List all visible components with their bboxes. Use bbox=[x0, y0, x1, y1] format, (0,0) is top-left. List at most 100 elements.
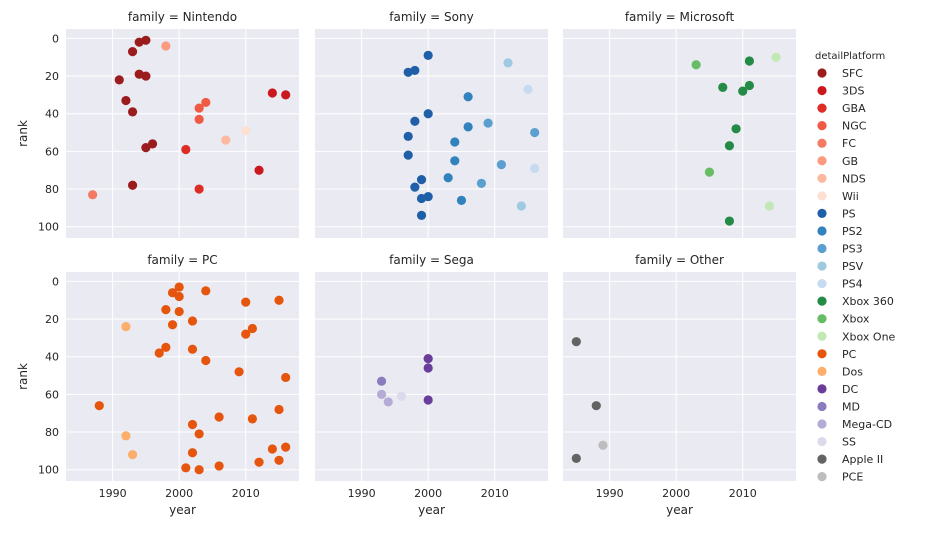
y-tick-label: 20 bbox=[45, 70, 59, 83]
data-point bbox=[241, 126, 251, 136]
data-point bbox=[161, 305, 171, 315]
data-point bbox=[194, 114, 204, 124]
data-point bbox=[247, 414, 257, 424]
legend-item: NDS bbox=[817, 172, 866, 185]
data-point bbox=[423, 50, 433, 60]
data-point bbox=[267, 444, 277, 454]
legend-marker bbox=[817, 314, 827, 324]
data-point bbox=[121, 322, 131, 332]
legend-item: PS3 bbox=[817, 243, 863, 256]
legend-marker bbox=[817, 103, 827, 113]
data-point bbox=[423, 363, 433, 373]
data-point bbox=[187, 448, 198, 458]
data-point bbox=[174, 282, 184, 292]
y-tick-label: 60 bbox=[45, 388, 59, 401]
data-point bbox=[571, 453, 581, 464]
legend-marker bbox=[817, 121, 827, 131]
panel-title: family = Sony bbox=[389, 10, 473, 24]
legend-marker bbox=[817, 226, 827, 236]
legend-marker bbox=[817, 296, 827, 306]
legend-label: PS4 bbox=[842, 278, 863, 291]
legend-label: Wii bbox=[842, 190, 859, 203]
data-point bbox=[174, 306, 184, 317]
data-point bbox=[281, 90, 291, 100]
x-tick-label: 2010 bbox=[729, 487, 757, 500]
data-point bbox=[591, 401, 601, 411]
data-point bbox=[114, 75, 124, 85]
data-point bbox=[410, 65, 420, 76]
data-point bbox=[704, 167, 715, 177]
legend-item: Xbox One bbox=[817, 330, 896, 343]
legend-label: SFC bbox=[842, 67, 863, 80]
data-point bbox=[483, 118, 493, 128]
data-point bbox=[450, 137, 460, 147]
data-point bbox=[254, 457, 264, 467]
legend-item: PS bbox=[817, 207, 856, 220]
data-point bbox=[241, 297, 251, 307]
legend-item: Dos bbox=[817, 365, 863, 378]
panel-background bbox=[563, 29, 796, 238]
legend: detailPlatform SFC 3DS GBA NGC FC GB NDS Wii PS PS… bbox=[815, 51, 896, 484]
data-point bbox=[476, 178, 487, 188]
data-point bbox=[731, 124, 741, 134]
data-point bbox=[403, 131, 413, 141]
data-point bbox=[147, 139, 158, 149]
data-point bbox=[764, 201, 774, 211]
y-tick-label: 80 bbox=[45, 426, 59, 439]
legend-item: Xbox bbox=[817, 313, 870, 326]
x-tick-label: 2010 bbox=[481, 487, 509, 500]
data-point bbox=[274, 404, 284, 415]
data-point bbox=[201, 286, 211, 296]
data-point bbox=[396, 391, 407, 401]
x-axis-label: year bbox=[418, 503, 445, 517]
legend-label: PS3 bbox=[842, 243, 863, 256]
data-point bbox=[194, 184, 204, 194]
legend-item: Mega-CD bbox=[817, 418, 892, 431]
data-point bbox=[187, 344, 198, 354]
legend-marker bbox=[817, 279, 827, 289]
legend-item: GB bbox=[817, 155, 858, 168]
legend-marker bbox=[817, 349, 827, 359]
data-point bbox=[174, 291, 184, 302]
y-tick-label: 100 bbox=[38, 464, 59, 477]
y-tick-label: 40 bbox=[45, 108, 59, 121]
x-tick-label: 2010 bbox=[232, 487, 260, 500]
data-point bbox=[241, 329, 251, 339]
legend-marker bbox=[817, 401, 827, 412]
data-point bbox=[744, 80, 755, 91]
facet-panel: family = Nintendo 0 20 40 60 80 100 rank bbox=[16, 10, 299, 238]
data-point bbox=[121, 95, 131, 106]
data-point bbox=[221, 135, 231, 145]
data-point bbox=[403, 150, 413, 160]
panel-background bbox=[315, 272, 548, 481]
y-axis-label: rank bbox=[16, 120, 30, 147]
data-point bbox=[423, 109, 433, 119]
legend-item: NGC bbox=[817, 120, 867, 133]
legend-marker bbox=[817, 472, 827, 482]
legend-label: Dos bbox=[842, 365, 863, 378]
data-point bbox=[214, 412, 224, 422]
legend-label: Xbox 360 bbox=[842, 295, 894, 308]
legend-marker bbox=[817, 156, 827, 166]
legend-marker bbox=[817, 138, 827, 148]
data-point bbox=[281, 442, 291, 452]
y-tick-label: 40 bbox=[45, 351, 59, 364]
legend-label: Apple II bbox=[842, 453, 883, 466]
data-point bbox=[423, 395, 433, 405]
data-point bbox=[274, 295, 284, 305]
legend-marker bbox=[817, 68, 827, 78]
legend-marker bbox=[817, 85, 827, 96]
legend-marker bbox=[817, 331, 827, 341]
legend-item: PCE bbox=[817, 471, 863, 484]
legend-item: Wii bbox=[817, 190, 859, 203]
data-point bbox=[194, 429, 204, 439]
legend-title: detailPlatform bbox=[815, 51, 885, 62]
data-point bbox=[423, 354, 433, 364]
data-point bbox=[127, 450, 138, 460]
data-point bbox=[247, 323, 257, 334]
legend-marker bbox=[817, 173, 827, 183]
data-point bbox=[161, 41, 171, 51]
y-tick-label: 100 bbox=[38, 221, 59, 234]
x-tick-label: 1990 bbox=[596, 487, 624, 500]
y-tick-label: 80 bbox=[45, 183, 59, 196]
